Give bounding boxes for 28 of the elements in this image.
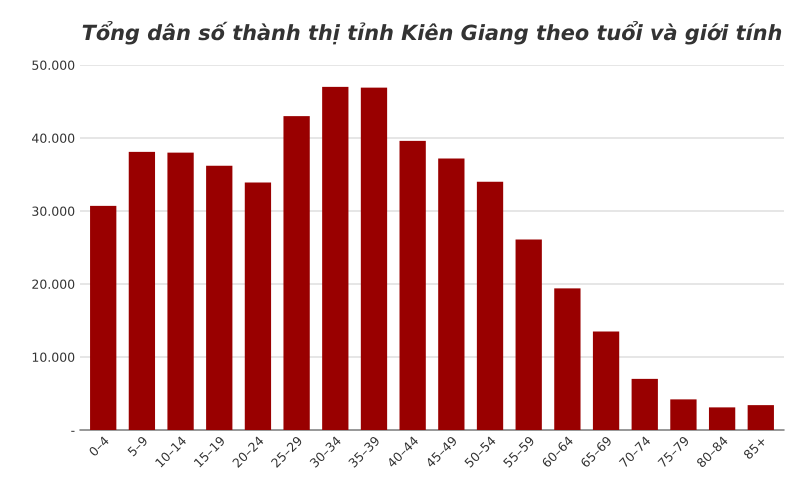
bar: [128, 152, 156, 430]
bar: [438, 158, 464, 430]
y-tick-label: 30.000: [32, 206, 74, 216]
bar: [400, 140, 426, 430]
y-tick-label: 10.000: [32, 352, 74, 362]
bar: [360, 88, 388, 430]
bar: [206, 166, 232, 430]
bar: [476, 182, 504, 430]
bar: [592, 331, 620, 430]
bar: [670, 399, 697, 430]
bar: [554, 288, 581, 430]
x-tick-label: 0–4: [88, 436, 110, 457]
x-tick-label: 5–9: [127, 436, 148, 457]
y-tick-label: 40.000: [32, 133, 74, 143]
y-tick-label: 50.000: [32, 60, 74, 70]
bar: [708, 407, 736, 430]
chart-title: Tổng dân số thành thị tỉnh Kiên Giang theo tuổi và giới tính: [82, 20, 782, 44]
bar: [632, 378, 658, 430]
bar: [322, 86, 348, 430]
bar: [90, 206, 116, 430]
bar: [244, 182, 272, 430]
bar: [283, 116, 310, 430]
bar: [167, 152, 194, 430]
y-tick-label: -: [71, 430, 75, 432]
bar: [748, 405, 774, 430]
y-tick-label: 20.000: [32, 279, 74, 289]
bar: [516, 239, 542, 430]
x-tick-label: 85+: [742, 436, 767, 460]
